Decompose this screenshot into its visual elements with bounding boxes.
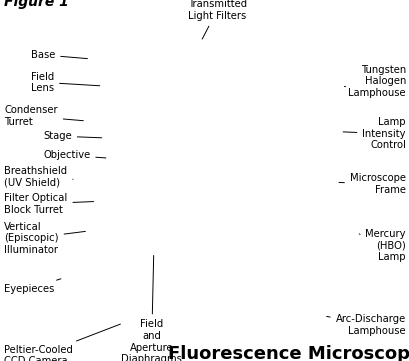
Text: Microscope
Frame: Microscope Frame <box>338 173 405 195</box>
Text: Arc-Discharge
Lamphouse: Arc-Discharge Lamphouse <box>326 314 405 336</box>
Text: Figure 1: Figure 1 <box>4 0 69 9</box>
Text: Tungsten
Halogen
Lamphouse: Tungsten Halogen Lamphouse <box>344 65 405 98</box>
Text: Objective: Objective <box>43 150 106 160</box>
Text: Lamp
Intensity
Control: Lamp Intensity Control <box>342 117 405 150</box>
Text: Filter Optical
Block Turret: Filter Optical Block Turret <box>4 193 93 215</box>
Text: Eyepieces: Eyepieces <box>4 279 61 294</box>
Text: Field
and
Aperture
Diaphragms: Field and Aperture Diaphragms <box>121 256 182 361</box>
Text: Vertical
(Episcopic)
Illuminator: Vertical (Episcopic) Illuminator <box>4 222 85 255</box>
Text: Breathshield
(UV Shield): Breathshield (UV Shield) <box>4 166 73 188</box>
Text: Condenser
Turret: Condenser Turret <box>4 105 83 127</box>
Text: Base: Base <box>31 50 87 60</box>
Text: Fluorescence Microscope: Fluorescence Microscope <box>168 345 409 361</box>
Text: Stage: Stage <box>43 131 101 141</box>
Text: Field
Lens: Field Lens <box>31 71 99 93</box>
Text: Mercury
(HBO)
Lamp: Mercury (HBO) Lamp <box>358 229 405 262</box>
Text: Peltier-Cooled
CCD Camera: Peltier-Cooled CCD Camera <box>4 324 120 361</box>
Text: Transmitted
Light Filters: Transmitted Light Filters <box>187 0 246 39</box>
